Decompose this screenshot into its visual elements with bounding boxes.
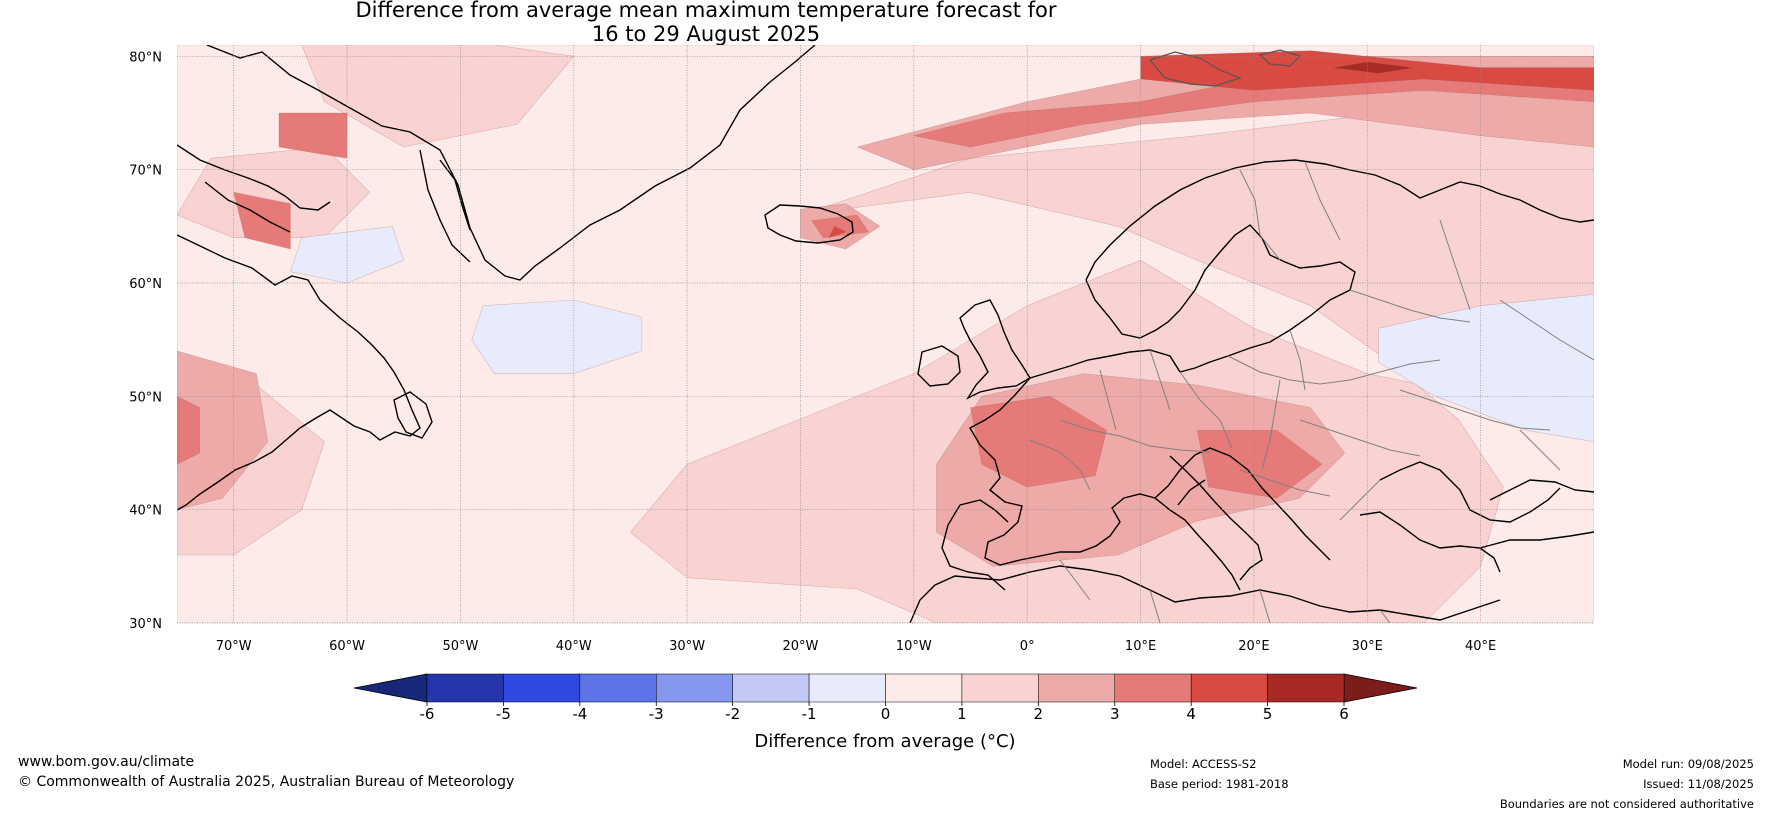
anomaly-region-5: [471, 299, 643, 375]
colorbar-tick-label: -3: [649, 705, 664, 723]
anomaly-region-20: [828, 226, 847, 238]
country-borders: [1029, 49, 1594, 623]
labrador-coastline: [177, 234, 421, 511]
colorbar-swatch: [426, 673, 504, 703]
colorbar-swatch: [579, 673, 657, 703]
colorbar-tick-label: 6: [1339, 705, 1349, 723]
europe-mainland-coastline: [969, 349, 1561, 591]
anomaly-region-4: [301, 45, 575, 148]
colorbar-tick-label: 1: [957, 705, 967, 723]
anomaly-region-10: [177, 350, 269, 511]
colorbar-swatch: [656, 673, 733, 703]
europe-borders: [1029, 161, 1594, 623]
lat-tick-label: 40°N: [129, 504, 162, 519]
anomaly-region-14: [177, 395, 200, 465]
colorbar-label: Difference from average (°C): [754, 731, 1015, 752]
lon-tick-label: 50°W: [442, 639, 478, 654]
title-line-1: Difference from average mean maximum tem…: [355, 0, 1057, 22]
lon-tick-label: 30°E: [1352, 639, 1383, 654]
black-sea-coastline: [1479, 479, 1594, 549]
lon-tick-label: 20°E: [1238, 639, 1269, 654]
colorbar-extend-high: [1343, 673, 1418, 703]
baltic-coastline: [1179, 224, 1356, 373]
base-period-text: Base period: 1981-2018: [1150, 777, 1289, 791]
issued-text: Issued: 11/08/2025: [1643, 777, 1754, 791]
anomaly-regions: [177, 45, 1594, 623]
lat-tick-label: 80°N: [129, 50, 162, 65]
colorbar-swatch: [1038, 673, 1116, 703]
colorbar-swatch: [1190, 673, 1268, 703]
lon-tick-label: 30°W: [669, 639, 705, 654]
colorbar-tick-label: 4: [1186, 705, 1196, 723]
norway-west-coastline: [1085, 279, 1181, 339]
colorbar-swatch: [1267, 673, 1345, 703]
lat-tick-label: 30°N: [129, 617, 162, 632]
anomaly-region-7: [1378, 293, 1594, 443]
colorbar-swatch: [885, 673, 963, 703]
lon-tick-label: 40°E: [1465, 639, 1496, 654]
copyright-text: © Commonwealth of Australia 2025, Austra…: [18, 774, 515, 790]
colorbar-tick-label: -2: [725, 705, 740, 723]
colorbar-tick-label: -4: [572, 705, 587, 723]
colorbar-tick-label: 2: [1034, 705, 1044, 723]
colorbar-swatch: [503, 673, 581, 703]
lon-tick-label: 60°W: [329, 639, 365, 654]
colorbar-tick-label: 0: [881, 705, 891, 723]
italy-coastline: [1169, 455, 1263, 581]
lon-tick-label: 40°W: [556, 639, 592, 654]
africa-coastline: [909, 565, 1501, 623]
colorbar-swatch: [808, 673, 886, 703]
anomaly-region-6: [290, 226, 405, 284]
anomaly-region-15: [913, 67, 1594, 148]
model-text: Model: ACCESS-S2: [1150, 757, 1257, 771]
colorbar-tick-label: 3: [1110, 705, 1120, 723]
map-title: Difference from average mean maximum tem…: [0, 0, 1412, 46]
anomaly-region-13: [1196, 429, 1323, 499]
graticule: [177, 45, 1594, 624]
colorbar-swatch: [732, 673, 810, 703]
colorbar: -6 -5 -4 -3 -2 -1 0 1 2 3 4 5 6: [353, 673, 1418, 723]
scandinavia-coastline: [1085, 159, 1594, 281]
anomaly-region-1: [630, 101, 1594, 623]
anomaly-region-17: [233, 192, 291, 250]
lon-tick-label: 10°E: [1125, 639, 1156, 654]
lon-tick-label: 70°W: [216, 639, 252, 654]
colorbar-extend-low: [353, 673, 428, 703]
newfoundland-coastline: [393, 391, 433, 439]
lat-tick-label: 70°N: [129, 164, 162, 179]
axis-labels: 70°W 60°W 50°W 40°W 30°W 20°W 10°W 0° 10°E 20°E 30…: [129, 50, 1496, 654]
great-britain-coastline: [959, 299, 1031, 400]
iberia-coastline: [941, 489, 1009, 591]
svalbard-coastline: [1148, 49, 1302, 87]
baffin-coastline: [177, 144, 331, 233]
lon-tick-label: 20°W: [783, 639, 819, 654]
website-text: www.bom.gov.au/climate: [18, 754, 195, 770]
colorbar-tick-label: 5: [1263, 705, 1273, 723]
lon-tick-label: 10°W: [896, 639, 932, 654]
title-line-2: 16 to 29 August 2025: [591, 22, 821, 46]
colorbar-swatch: [1114, 673, 1192, 703]
coastlines: [177, 45, 1594, 623]
colorbar-swatch: [961, 673, 1039, 703]
colorbar-tick-label: -5: [496, 705, 511, 723]
lon-tick-label: 0°: [1020, 639, 1035, 654]
disclaimer-text: Boundaries are not considered authoritat…: [1499, 797, 1754, 811]
lat-tick-label: 50°N: [129, 390, 162, 405]
anomaly-region-21: [1333, 61, 1413, 74]
greenland-coastline: [206, 45, 816, 281]
iceland-coastline: [764, 204, 854, 244]
model-run-text: Model run: 09/08/2025: [1622, 757, 1754, 771]
colorbar-tick-label: -6: [420, 705, 435, 723]
lat-tick-label: 60°N: [129, 277, 162, 292]
ireland-coastline: [917, 345, 961, 387]
colorbar-tick-label: -1: [802, 705, 817, 723]
